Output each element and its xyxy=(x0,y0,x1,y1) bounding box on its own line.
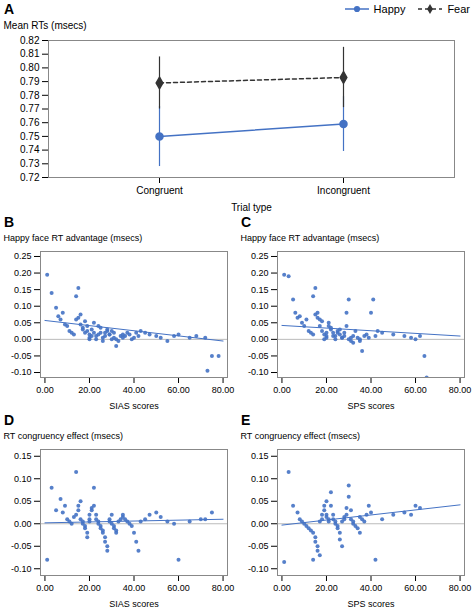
svg-text:0.25: 0.25 xyxy=(251,251,269,261)
svg-text:0.78: 0.78 xyxy=(20,90,40,101)
svg-text:0.10: 0.10 xyxy=(14,301,32,311)
svg-text:0.76: 0.76 xyxy=(20,117,40,128)
svg-text:-0.05: -0.05 xyxy=(248,541,269,551)
svg-text:0.10: 0.10 xyxy=(14,474,32,484)
svg-text:40.00: 40.00 xyxy=(360,385,383,395)
svg-text:Happy face RT advantage (msecs: Happy face RT advantage (msecs) xyxy=(241,233,380,243)
svg-text:SIAS scores: SIAS scores xyxy=(109,599,159,609)
svg-text:20.00: 20.00 xyxy=(78,385,101,395)
html-text:D: D xyxy=(4,412,15,428)
svg-text:60.00: 60.00 xyxy=(404,583,427,593)
svg-text:0.00: 0.00 xyxy=(273,385,291,395)
svg-text:RT congruency effect (msecs): RT congruency effect (msecs) xyxy=(241,431,361,441)
svg-text:0.75: 0.75 xyxy=(20,131,40,142)
svg-text:0.10: 0.10 xyxy=(251,474,269,484)
svg-text:-0.05: -0.05 xyxy=(11,541,32,551)
svg-text:80.00: 80.00 xyxy=(449,583,472,593)
svg-text:0.00: 0.00 xyxy=(273,583,291,593)
svg-text:20.00: 20.00 xyxy=(78,583,101,593)
svg-text:0.00: 0.00 xyxy=(251,519,269,529)
svg-text:-0.05: -0.05 xyxy=(248,351,269,361)
svg-text:Mean RTs (msecs): Mean RTs (msecs) xyxy=(4,20,87,31)
svg-text:0.79: 0.79 xyxy=(20,76,40,87)
svg-text:Trial type: Trial type xyxy=(231,202,272,213)
svg-text:Happy face RT advantage (msecs: Happy face RT advantage (msecs) xyxy=(4,233,143,243)
svg-text:Congruent: Congruent xyxy=(136,185,183,196)
svg-text:40.00: 40.00 xyxy=(360,583,383,593)
svg-text:20.00: 20.00 xyxy=(315,583,338,593)
svg-text:0.73: 0.73 xyxy=(20,158,40,169)
svg-text:80.00: 80.00 xyxy=(212,583,235,593)
svg-text:0.05: 0.05 xyxy=(14,496,32,506)
svg-text:0.00: 0.00 xyxy=(36,385,54,395)
html-text:C: C xyxy=(241,214,252,230)
svg-text:20.00: 20.00 xyxy=(315,385,338,395)
svg-text:0.00: 0.00 xyxy=(14,519,32,529)
svg-text:RT congruency effect (msecs): RT congruency effect (msecs) xyxy=(4,431,124,441)
html-text:Fear: Fear xyxy=(447,3,470,15)
html-text:E: E xyxy=(241,412,251,428)
svg-text:0.05: 0.05 xyxy=(14,318,32,328)
svg-text:60.00: 60.00 xyxy=(167,583,190,593)
svg-text:0.15: 0.15 xyxy=(14,285,32,295)
svg-text:0.15: 0.15 xyxy=(251,451,269,461)
svg-text:0.00: 0.00 xyxy=(14,334,32,344)
svg-text:0.20: 0.20 xyxy=(251,268,269,278)
svg-text:0.20: 0.20 xyxy=(14,268,32,278)
html-text:A: A xyxy=(4,1,15,17)
html-text:Happy: Happy xyxy=(373,3,406,15)
svg-text:-0.10: -0.10 xyxy=(11,564,32,574)
svg-text:80.00: 80.00 xyxy=(449,385,472,395)
svg-text:0.05: 0.05 xyxy=(251,318,269,328)
svg-text:0.00: 0.00 xyxy=(251,334,269,344)
svg-text:0.00: 0.00 xyxy=(36,583,54,593)
svg-text:0.25: 0.25 xyxy=(14,251,32,261)
svg-text:60.00: 60.00 xyxy=(404,385,427,395)
svg-text:0.72: 0.72 xyxy=(20,172,40,183)
svg-text:80.00: 80.00 xyxy=(212,385,235,395)
svg-text:0.82: 0.82 xyxy=(20,35,40,46)
svg-text:-0.05: -0.05 xyxy=(11,351,32,361)
svg-text:SPS scores: SPS scores xyxy=(347,401,395,411)
svg-text:SPS scores: SPS scores xyxy=(347,599,395,609)
svg-text:0.10: 0.10 xyxy=(251,301,269,311)
svg-text:0.15: 0.15 xyxy=(14,451,32,461)
svg-text:0.15: 0.15 xyxy=(251,285,269,295)
svg-text:-0.10: -0.10 xyxy=(248,564,269,574)
svg-text:0.77: 0.77 xyxy=(20,103,40,114)
svg-text:0.81: 0.81 xyxy=(20,48,40,59)
svg-text:-0.10: -0.10 xyxy=(11,367,32,377)
svg-text:40.00: 40.00 xyxy=(123,385,146,395)
html-text:B: B xyxy=(4,214,15,230)
svg-text:60.00: 60.00 xyxy=(167,385,190,395)
svg-text:40.00: 40.00 xyxy=(123,583,146,593)
svg-text:0.05: 0.05 xyxy=(251,496,269,506)
svg-text:Incongruent: Incongruent xyxy=(317,185,370,196)
svg-text:0.74: 0.74 xyxy=(20,144,40,155)
svg-text:0.80: 0.80 xyxy=(20,62,40,73)
svg-text:SIAS scores: SIAS scores xyxy=(109,401,159,411)
svg-text:-0.10: -0.10 xyxy=(248,367,269,377)
